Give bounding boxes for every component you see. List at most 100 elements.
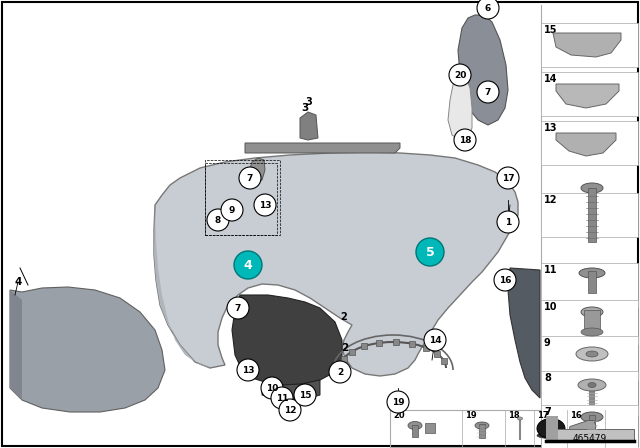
Circle shape: [416, 238, 444, 266]
Bar: [423, 345, 429, 351]
Text: 5: 5: [426, 246, 435, 258]
Text: 3: 3: [301, 103, 308, 113]
Circle shape: [207, 209, 229, 231]
Polygon shape: [553, 33, 621, 57]
Bar: [205, 163, 277, 235]
Bar: [541, 193, 638, 237]
Text: 8: 8: [544, 373, 551, 383]
Bar: [546, 416, 558, 441]
Text: 7: 7: [485, 87, 491, 96]
Ellipse shape: [475, 422, 489, 429]
Text: 14: 14: [429, 336, 442, 345]
Bar: [435, 351, 440, 357]
Text: 10: 10: [544, 302, 557, 312]
Bar: [541, 23, 638, 67]
Polygon shape: [154, 205, 210, 368]
Circle shape: [497, 167, 519, 189]
Polygon shape: [458, 15, 508, 125]
Polygon shape: [568, 421, 596, 436]
Text: 13: 13: [242, 366, 254, 375]
Bar: [479, 423, 485, 438]
Text: 4: 4: [14, 277, 22, 287]
Text: 19: 19: [392, 397, 404, 406]
Polygon shape: [232, 295, 342, 385]
Text: 17: 17: [502, 173, 515, 182]
Circle shape: [237, 359, 259, 381]
Text: 7: 7: [235, 303, 241, 313]
Text: 2: 2: [341, 343, 349, 353]
Text: 4: 4: [244, 258, 252, 271]
Text: 10: 10: [266, 383, 278, 392]
Text: 16: 16: [570, 411, 582, 420]
Polygon shape: [262, 380, 320, 400]
Circle shape: [227, 297, 249, 319]
Text: 8: 8: [215, 215, 221, 224]
Bar: [541, 263, 638, 307]
Ellipse shape: [537, 432, 565, 439]
Bar: [425, 422, 435, 432]
Bar: [376, 340, 382, 346]
Ellipse shape: [581, 183, 603, 193]
Bar: [589, 415, 595, 439]
Bar: [541, 405, 638, 448]
Circle shape: [261, 377, 283, 399]
Polygon shape: [556, 133, 616, 156]
Text: 9: 9: [229, 206, 235, 215]
Bar: [393, 339, 399, 345]
Bar: [340, 356, 346, 362]
Text: 2: 2: [340, 312, 347, 322]
Polygon shape: [154, 152, 518, 376]
Text: 465479: 465479: [573, 434, 607, 443]
Circle shape: [494, 269, 516, 291]
Text: 12: 12: [284, 405, 296, 414]
Circle shape: [424, 329, 446, 351]
Ellipse shape: [586, 351, 598, 357]
Bar: [546, 429, 634, 441]
Ellipse shape: [576, 347, 608, 361]
Text: 1: 1: [505, 217, 511, 227]
Bar: [584, 310, 600, 332]
Text: 20: 20: [393, 411, 404, 420]
Text: 20: 20: [454, 70, 466, 79]
Text: 6: 6: [485, 4, 491, 13]
Text: 15: 15: [299, 391, 311, 400]
Text: 7: 7: [247, 173, 253, 182]
Circle shape: [477, 81, 499, 103]
Circle shape: [234, 251, 262, 279]
Circle shape: [449, 64, 471, 86]
Circle shape: [387, 391, 409, 413]
Ellipse shape: [537, 418, 565, 439]
Text: 3: 3: [305, 97, 312, 107]
Bar: [588, 188, 596, 242]
Ellipse shape: [579, 268, 605, 278]
Ellipse shape: [408, 422, 422, 430]
Bar: [205, 160, 280, 235]
Text: 17: 17: [537, 411, 548, 420]
Polygon shape: [448, 75, 472, 140]
Polygon shape: [245, 143, 400, 153]
Circle shape: [279, 399, 301, 421]
Bar: [541, 72, 638, 116]
Circle shape: [239, 167, 261, 189]
Text: 13: 13: [544, 123, 557, 133]
Text: 19: 19: [465, 411, 477, 420]
Circle shape: [254, 194, 276, 216]
Circle shape: [329, 361, 351, 383]
Circle shape: [454, 129, 476, 151]
Text: 9: 9: [544, 338, 551, 348]
Circle shape: [477, 0, 499, 19]
Ellipse shape: [581, 307, 603, 317]
Text: 12: 12: [544, 195, 557, 205]
Text: 11: 11: [276, 393, 288, 402]
Bar: [588, 271, 596, 293]
Circle shape: [271, 387, 293, 409]
Ellipse shape: [578, 379, 606, 391]
Circle shape: [497, 211, 519, 233]
Bar: [441, 358, 447, 364]
Bar: [541, 300, 638, 344]
Text: 15: 15: [544, 25, 557, 35]
Bar: [541, 336, 638, 380]
Text: 14: 14: [544, 74, 557, 84]
Polygon shape: [248, 158, 265, 183]
Circle shape: [294, 384, 316, 406]
